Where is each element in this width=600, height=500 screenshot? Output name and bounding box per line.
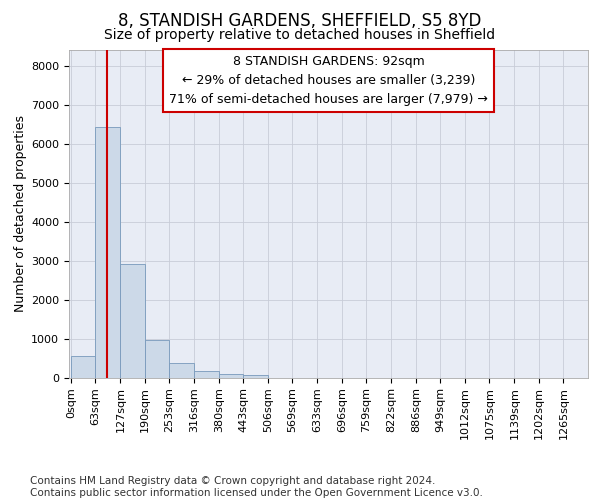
Bar	[71, 356, 95, 378]
Bar	[194, 372, 218, 378]
Bar	[219, 374, 244, 378]
Bar	[169, 362, 194, 378]
Text: Size of property relative to detached houses in Sheffield: Size of property relative to detached ho…	[104, 28, 496, 42]
Text: 8 STANDISH GARDENS: 92sqm
← 29% of detached houses are smaller (3,239)
71% of se: 8 STANDISH GARDENS: 92sqm ← 29% of detac…	[169, 55, 488, 106]
Bar	[244, 375, 268, 378]
Bar	[121, 264, 145, 378]
Y-axis label: Number of detached properties: Number of detached properties	[14, 116, 27, 312]
Bar	[95, 127, 120, 378]
Bar	[145, 340, 169, 378]
Text: 8, STANDISH GARDENS, SHEFFIELD, S5 8YD: 8, STANDISH GARDENS, SHEFFIELD, S5 8YD	[118, 12, 482, 30]
Text: Contains HM Land Registry data © Crown copyright and database right 2024.
Contai: Contains HM Land Registry data © Crown c…	[30, 476, 483, 498]
